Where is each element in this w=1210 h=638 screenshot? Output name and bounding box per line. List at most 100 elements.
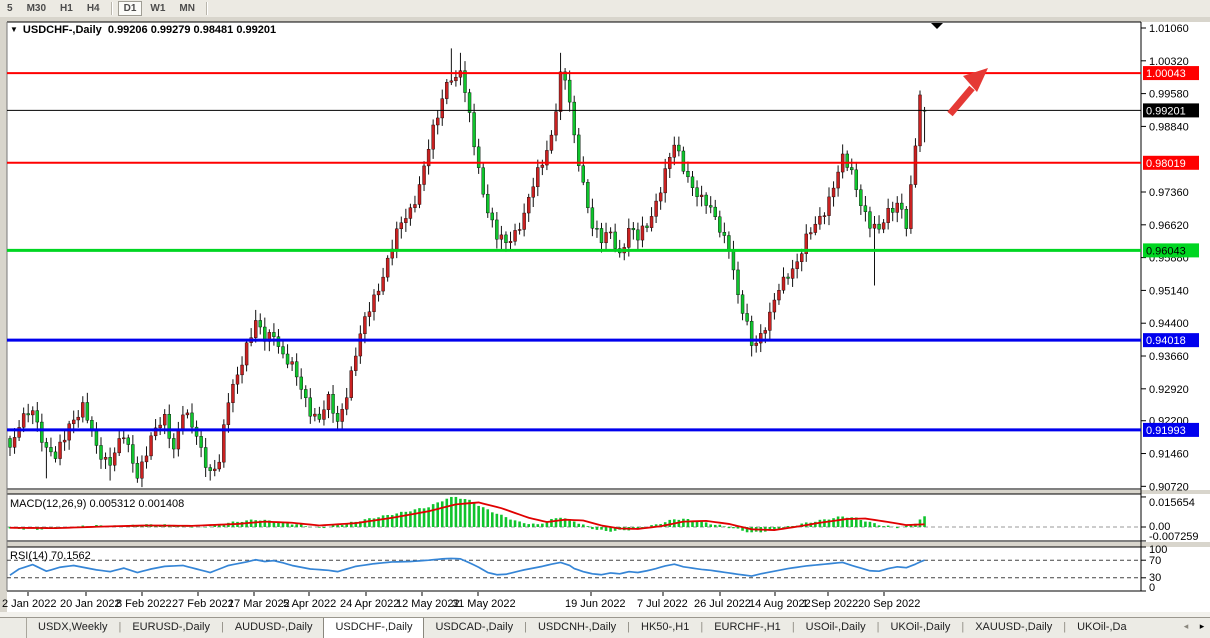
date-tick-label: 14 Aug 2022 (749, 598, 811, 610)
timeframe-button-m30[interactable]: M30 (26, 3, 47, 14)
tab-audusd-daily[interactable]: AUDUSD-,Daily (234, 621, 313, 633)
date-tick-label: 27 Feb 2022 (172, 598, 234, 610)
macd-signal-line (9, 501, 925, 531)
rsi-axis-label: 30 (1149, 572, 1161, 584)
tabbar-spacer (1138, 618, 1178, 638)
rsi-axis-label: 0 (1149, 582, 1155, 594)
macd-axis-label: 0.00 (1149, 521, 1170, 533)
date-tick-label: 20 Jan 2022 (60, 598, 121, 610)
tab-hk50-h1[interactable]: HK50-,H1 (641, 621, 690, 633)
price-tick-label: 0.97360 (1149, 187, 1189, 199)
date-tick-label: 26 Jul 2022 (694, 598, 751, 610)
timeframe-button-d1[interactable]: D1 (117, 1, 143, 16)
price-badge-label: 0.99201 (1146, 105, 1186, 117)
rsi-line (9, 557, 925, 577)
price-badges: 1.00043 0.99201 0.98019 0.96043 0.94018 0.919… (1143, 66, 1199, 437)
tab-separator: | (118, 621, 122, 633)
price-axis: 1.01060 1.00320 0.99580 0.98840 0.97360 0.966… (1141, 23, 1189, 493)
rsi-axis-label: 100 (1149, 544, 1167, 556)
price-tick-label: 1.01060 (1149, 23, 1189, 35)
tab-ukoil-da[interactable]: UKOil-,Da (1077, 621, 1127, 633)
date-tick-label: 1 Sep 2022 (802, 598, 858, 610)
price-tick-label: 0.94400 (1149, 318, 1189, 330)
tab-separator: | (1063, 621, 1067, 633)
tab-eurchf-h1[interactable]: EURCHF-,H1 (714, 621, 781, 633)
rsi-axis-label: 70 (1149, 555, 1161, 567)
timeframe-button-mn[interactable]: MN (179, 3, 195, 14)
candlestick-series (8, 48, 927, 488)
horizontal-levels[interactable] (7, 72, 1141, 432)
date-tick-label: 24 Apr 2022 (340, 598, 399, 610)
price-tick-label: 0.95140 (1149, 285, 1189, 297)
tab-separator: | (961, 621, 965, 633)
tab-separator: | (791, 621, 795, 633)
tab-usdcnh-daily[interactable]: USDCNH-,Daily (537, 621, 617, 633)
current-bar-marker-icon (931, 23, 943, 29)
date-tick-label: 5 Apr 2022 (283, 598, 336, 610)
panel-splitter[interactable] (0, 542, 1210, 547)
price-tick-label: 0.99580 (1149, 89, 1189, 101)
macd-axis-label: 0.015654 (1149, 497, 1195, 509)
price-badge-label: 0.96043 (1146, 245, 1186, 257)
price-tick-label: 0.91460 (1149, 449, 1189, 461)
tab-usdcad-daily[interactable]: USDCAD-,Daily (435, 621, 514, 633)
tab-eurusd-daily[interactable]: EURUSD-,Daily (132, 621, 210, 633)
price-badge-0.96043 (1143, 243, 1199, 258)
price-tick-label: 0.90720 (1149, 481, 1189, 493)
date-tick-label: 7 Jul 2022 (637, 598, 688, 610)
tab-usdchf-daily[interactable]: USDCHF-,Daily (323, 618, 425, 638)
trend-arrow-annotation[interactable] (947, 68, 988, 117)
date-tick-label: 12 May 2022 (396, 598, 460, 610)
price-tick-label: 0.93660 (1149, 351, 1189, 363)
timeframe-toolbar: 5 M30 H1 H4 D1 W1 MN (0, 0, 1210, 18)
timeframe-button-w1[interactable]: W1 (150, 3, 166, 14)
price-tick-label: 1.00320 (1149, 56, 1189, 68)
price-tick-label: 0.96620 (1149, 220, 1189, 232)
tab-xauusd-daily[interactable]: XAUUSD-,Daily (975, 621, 1053, 633)
chart-frame (0, 17, 1210, 617)
date-tick-label: 2 Jan 2022 (2, 598, 56, 610)
macd-axis-label: -0.007259 (1149, 531, 1199, 543)
price-badge-0.99201 (1143, 103, 1199, 118)
tab-separator: | (220, 621, 224, 633)
up-arrow-icon[interactable] (963, 68, 988, 92)
tab-separator: | (524, 621, 527, 633)
tab-separator: | (700, 621, 704, 633)
price-tick-label: 0.98840 (1149, 121, 1189, 133)
price-badge-label: 1.00043 (1146, 68, 1186, 80)
date-tick-label: 20 Sep 2022 (858, 598, 920, 610)
date-tick-label: 8 Feb 2022 (116, 598, 172, 610)
toolbar-separator (205, 2, 208, 15)
timeframe-button-h4[interactable]: H4 (86, 3, 100, 14)
date-tick-label: 31 May 2022 (452, 598, 516, 610)
tab-usoil-daily[interactable]: USOil-,Daily (805, 621, 866, 633)
chart-region: 1.01060 1.00320 0.99580 0.98840 0.97360 0.966… (0, 17, 1210, 617)
price-badge-0.91993 (1143, 422, 1199, 437)
price-badge-label: 0.94018 (1146, 335, 1186, 347)
panel-splitter[interactable] (0, 490, 1210, 494)
price-badge-1.00043 (1143, 66, 1199, 81)
tab-ukoil-daily[interactable]: UKOil-,Daily (890, 621, 951, 633)
toolbar-separator (110, 2, 113, 15)
price-tick-label: 0.92920 (1149, 384, 1189, 396)
price-badge-0.98019 (1143, 155, 1199, 170)
price-badge-label: 0.91993 (1146, 425, 1186, 437)
tab-separator: | (876, 621, 880, 633)
timeframe-button-h1[interactable]: H1 (60, 3, 73, 14)
date-tick-label: 17 Mar 2022 (228, 598, 290, 610)
tab-separator: | (627, 621, 631, 633)
price-badge-label: 0.98019 (1146, 158, 1186, 170)
tab-usdx-weekly[interactable]: USDX,Weekly (38, 621, 108, 633)
chart-canvas[interactable]: 1.01060 1.00320 0.99580 0.98840 0.97360 0.966… (0, 17, 1210, 617)
tab-scroll-right-icon[interactable]: ▸ (1199, 621, 1205, 631)
tab-clipped-edge (0, 618, 27, 638)
timeframe-button-5[interactable]: 5 (7, 3, 13, 14)
symbol-tab-bar: USDX,Weekly | EURUSD-,Daily | AUDUSD-,Daily U… (0, 617, 1210, 638)
price-badge-0.94018 (1143, 333, 1199, 348)
tab-scroll-left-icon[interactable]: ◂ (1183, 621, 1189, 631)
macd-panel: 0.015654 0.00-0.007259 (7, 496, 1199, 543)
date-tick-label: 19 Jun 2022 (565, 598, 626, 610)
